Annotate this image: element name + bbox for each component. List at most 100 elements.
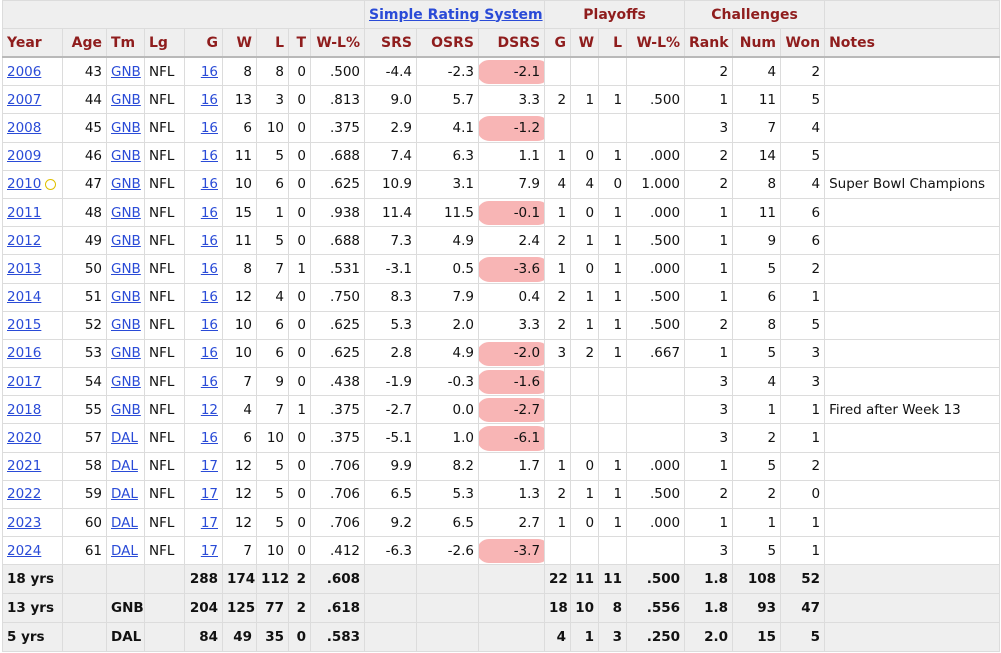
- year-link[interactable]: 2011: [7, 204, 42, 221]
- year-link[interactable]: 2007: [7, 91, 42, 108]
- year-link[interactable]: 2020: [7, 430, 42, 447]
- games-link[interactable]: 16: [200, 260, 218, 277]
- games-link[interactable]: 16: [200, 119, 218, 136]
- dsrs-value: -2.0: [513, 345, 541, 362]
- column-header-notes-19[interactable]: Notes: [824, 28, 1001, 58]
- column-header-lg-3[interactable]: Lg: [144, 28, 185, 58]
- column-header-w-l--15[interactable]: W-L%: [626, 28, 686, 58]
- year-link[interactable]: 2015: [7, 317, 42, 334]
- age-cell: 55: [62, 395, 107, 425]
- team-link[interactable]: GNB: [111, 345, 141, 362]
- games-link[interactable]: 16: [200, 63, 218, 80]
- games-link[interactable]: 16: [200, 373, 218, 390]
- column-header-l-6[interactable]: L: [256, 28, 289, 58]
- games-cell: 16: [184, 282, 223, 312]
- team-link[interactable]: GNB: [111, 373, 141, 390]
- srs-cell: -4.4: [364, 56, 417, 87]
- column-header-year-0[interactable]: Year: [2, 28, 63, 58]
- games-link[interactable]: 12: [200, 401, 218, 418]
- column-header-t-7[interactable]: T: [288, 28, 311, 58]
- year-cell: 2017: [2, 367, 63, 397]
- games-link[interactable]: 16: [200, 317, 218, 334]
- year-link[interactable]: 2014: [7, 289, 42, 306]
- year-link[interactable]: 2006: [7, 63, 42, 80]
- totals-rank: 1.8: [684, 593, 734, 624]
- dsrs-value: 3.3: [518, 317, 541, 334]
- team-link[interactable]: GNB: [111, 176, 141, 193]
- notes-cell: [824, 113, 1001, 143]
- team-link[interactable]: GNB: [111, 260, 141, 277]
- games-link[interactable]: 16: [200, 91, 218, 108]
- team-link[interactable]: GNB: [111, 317, 141, 334]
- srs-link[interactable]: Simple Rating System: [363, 0, 546, 29]
- losses-cell: 3: [256, 85, 289, 115]
- games-link[interactable]: 16: [200, 430, 218, 447]
- year-link[interactable]: 2018: [7, 401, 42, 418]
- team-link[interactable]: GNB: [111, 289, 141, 306]
- column-header-w-l--8[interactable]: W-L%: [310, 28, 365, 58]
- games-link[interactable]: 16: [200, 176, 218, 193]
- team-link[interactable]: GNB: [111, 204, 141, 221]
- playoff-games-cell: 1: [544, 254, 572, 284]
- games-link[interactable]: 17: [200, 542, 218, 559]
- year-link[interactable]: 2013: [7, 260, 42, 277]
- year-link[interactable]: 2022: [7, 486, 42, 503]
- challenge-won-cell: 1: [780, 395, 826, 425]
- year-link[interactable]: 2012: [7, 232, 42, 249]
- year-link[interactable]: 2024: [7, 542, 42, 559]
- column-header-dsrs-11[interactable]: DSRS: [477, 28, 546, 58]
- team-link[interactable]: GNB: [111, 232, 141, 249]
- totals-losses: 112: [256, 564, 289, 595]
- column-header-num-17[interactable]: Num: [732, 28, 782, 58]
- column-header-age-1[interactable]: Age: [62, 28, 107, 58]
- team-link[interactable]: GNB: [111, 119, 141, 136]
- column-header-w-5[interactable]: W: [222, 28, 257, 58]
- year-link[interactable]: 2016: [7, 345, 42, 362]
- year-link[interactable]: 2010: [7, 176, 42, 193]
- games-link[interactable]: 16: [200, 232, 218, 249]
- league-cell: NFL: [144, 169, 185, 199]
- games-link[interactable]: 16: [200, 148, 218, 165]
- column-header-g-4[interactable]: G: [184, 28, 223, 58]
- table-row: 2022 59 DAL NFL 17 12 5 0.706 6.5 5.3 1.3 2 1 1.500 2 2…: [2, 479, 1001, 510]
- dsrs-value: 1.7: [518, 458, 541, 475]
- games-link[interactable]: 17: [200, 458, 218, 475]
- totals-num: 15: [732, 622, 782, 653]
- games-link[interactable]: 16: [200, 289, 218, 306]
- losses-cell: 6: [256, 310, 289, 340]
- year-link[interactable]: 2023: [7, 514, 42, 531]
- team-link[interactable]: DAL: [111, 514, 138, 531]
- column-header-won-18[interactable]: Won: [780, 28, 826, 58]
- year-link[interactable]: 2017: [7, 373, 42, 390]
- notes-cell: [824, 479, 1001, 510]
- table-row: 2020 57 DAL NFL 16 6 10 0.375 -5.1 1.0 -6.1 3 2 1: [2, 423, 1001, 453]
- column-header-w-13[interactable]: W: [570, 28, 600, 58]
- column-header-osrs-10[interactable]: OSRS: [416, 28, 479, 58]
- games-link[interactable]: 17: [200, 486, 218, 503]
- column-header-l-14[interactable]: L: [598, 28, 628, 58]
- games-link[interactable]: 16: [200, 204, 218, 221]
- osrs-cell: 1.0: [416, 423, 479, 453]
- column-header-rank-16[interactable]: Rank: [684, 28, 734, 58]
- wins-cell: 11: [222, 226, 257, 256]
- team-link[interactable]: GNB: [111, 91, 141, 108]
- year-link[interactable]: 2008: [7, 119, 42, 136]
- column-header-srs-9[interactable]: SRS: [364, 28, 417, 58]
- column-header-g-12[interactable]: G: [544, 28, 572, 58]
- team-link[interactable]: DAL: [111, 486, 138, 503]
- totals-league: [144, 564, 185, 595]
- games-link[interactable]: 17: [200, 514, 218, 531]
- team-link[interactable]: GNB: [111, 401, 141, 418]
- team-link[interactable]: DAL: [111, 542, 138, 559]
- wins-cell: 12: [222, 451, 257, 481]
- age-cell: 46: [62, 141, 107, 171]
- team-link[interactable]: GNB: [111, 63, 141, 80]
- column-header-tm-2[interactable]: Tm: [106, 28, 145, 58]
- team-link[interactable]: DAL: [111, 430, 138, 447]
- team-link[interactable]: GNB: [111, 148, 141, 165]
- games-link[interactable]: 16: [200, 345, 218, 362]
- year-link[interactable]: 2009: [7, 148, 42, 165]
- losses-cell: 8: [256, 56, 289, 87]
- year-link[interactable]: 2021: [7, 458, 42, 475]
- team-link[interactable]: DAL: [111, 458, 138, 475]
